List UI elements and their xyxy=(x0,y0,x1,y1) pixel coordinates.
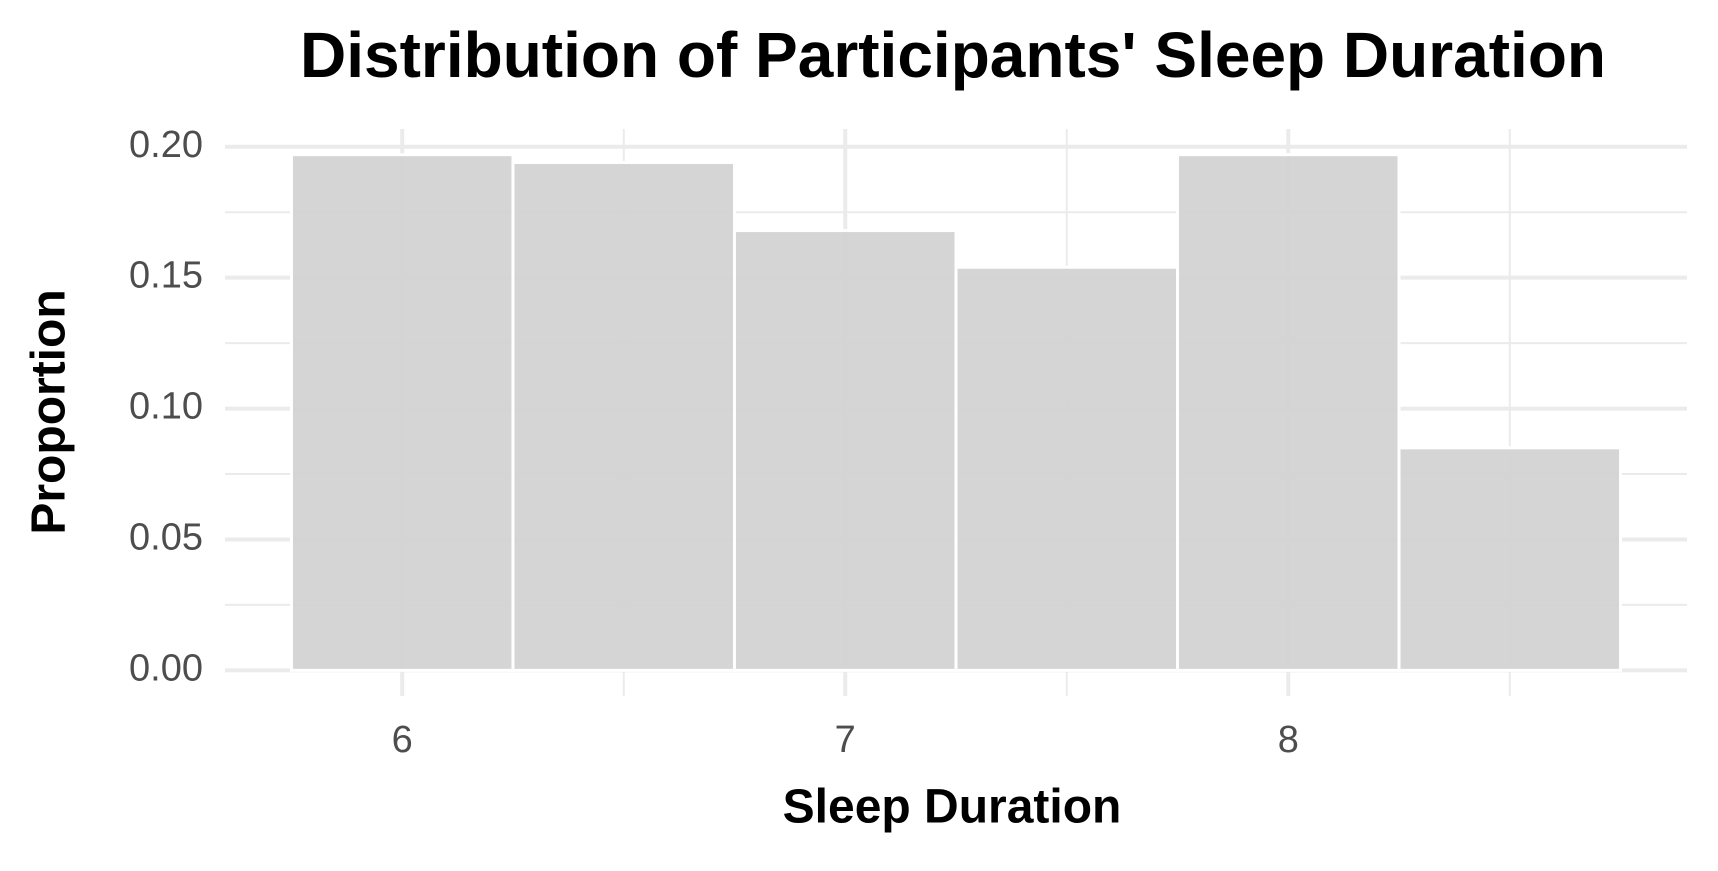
chart-title: Distribution of Participants' Sleep Dura… xyxy=(300,19,1606,91)
x-tick-label: 8 xyxy=(1278,719,1299,761)
y-tick-label: 0.15 xyxy=(129,255,203,297)
x-axis-title: Sleep Duration xyxy=(783,781,1122,834)
y-tick-label: 0.20 xyxy=(129,124,203,166)
bar xyxy=(732,229,958,672)
x-tick-label: 7 xyxy=(835,719,856,761)
bar xyxy=(1397,446,1623,672)
bar xyxy=(1176,153,1401,672)
x-tick-label: 6 xyxy=(392,719,413,761)
bar xyxy=(511,161,736,672)
y-tick-label: 0.00 xyxy=(129,647,203,689)
y-tick-label: 0.05 xyxy=(129,516,203,558)
y-tick-label: 0.10 xyxy=(129,386,203,428)
y-axis-title: Proportion xyxy=(23,289,76,534)
bar xyxy=(954,265,1180,672)
bar xyxy=(289,153,515,672)
